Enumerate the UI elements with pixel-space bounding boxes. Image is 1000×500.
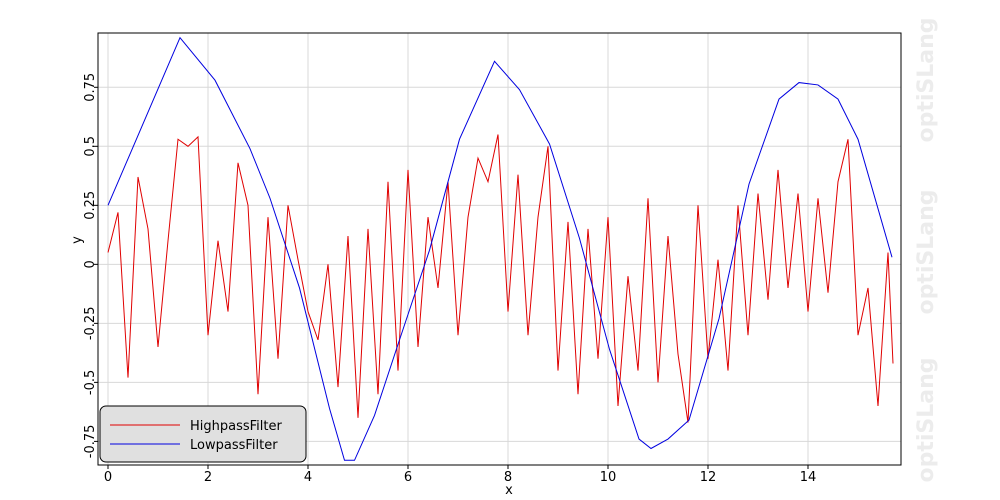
series-line (107, 134, 894, 423)
legend-label: HighpassFilter (190, 419, 282, 434)
x-tick-label: 4 (304, 470, 312, 485)
x-tick-label: 14 (800, 470, 817, 485)
series-line (107, 36, 893, 461)
y-tick-label: 0 (83, 260, 98, 268)
legend-label: LowpassFilter (190, 438, 278, 453)
x-tick-label: 0 (104, 470, 112, 485)
y-tick-label: -0.25 (83, 307, 98, 341)
x-axis-label: x (505, 483, 513, 498)
watermark: optiSLang (914, 17, 939, 142)
x-tick-label: 12 (700, 470, 717, 485)
y-tick-label: 0.75 (83, 73, 98, 102)
y-tick-label: 0.5 (83, 136, 98, 157)
y-tick-label: -0.75 (83, 425, 98, 459)
y-axis-label: y (70, 236, 85, 244)
plot-frame (97, 32, 902, 466)
legend-box (99, 405, 307, 463)
y-tick-label: 0.25 (83, 191, 98, 220)
watermark: optiSLang (914, 357, 939, 482)
x-tick-label: 8 (504, 470, 512, 485)
x-tick-label: 10 (600, 470, 617, 485)
x-tick-label: 6 (404, 470, 412, 485)
x-tick-label: 2 (204, 470, 212, 485)
y-tick-label: -0.5 (83, 370, 98, 395)
watermark: optiSLang (914, 189, 939, 314)
